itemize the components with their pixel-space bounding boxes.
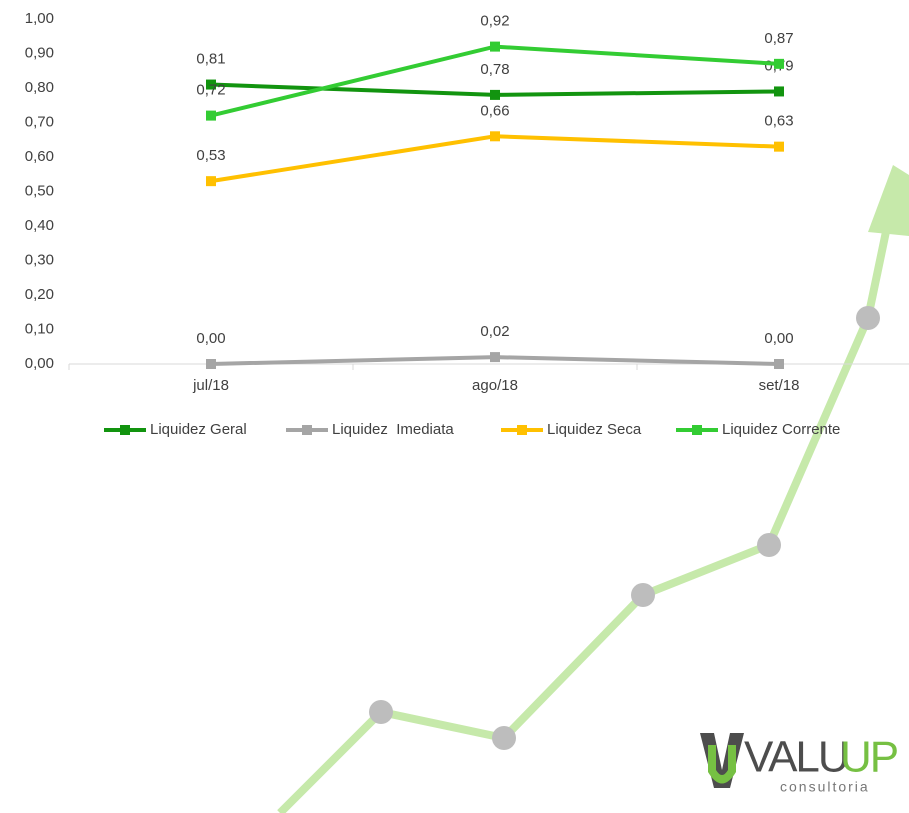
y-tick-label: 0,20 bbox=[25, 286, 54, 303]
legend-label: Liquidez Imediata bbox=[332, 421, 454, 438]
series-line bbox=[211, 136, 779, 181]
point-marker bbox=[774, 86, 784, 96]
logo-tagline: consultoria bbox=[780, 779, 870, 795]
legend-marker bbox=[120, 425, 130, 435]
x-tick-label: ago/18 bbox=[472, 377, 518, 394]
y-tick-label: 0,10 bbox=[25, 320, 54, 337]
point-marker bbox=[774, 142, 784, 152]
logo: VALU UP consultoria bbox=[700, 733, 898, 795]
y-tick-label: 0,40 bbox=[25, 217, 54, 234]
legend-label: Liquidez Geral bbox=[150, 421, 247, 438]
data-label: 0,72 bbox=[196, 82, 225, 99]
data-label: 0,81 bbox=[196, 51, 225, 68]
logo-name-dark: VALU bbox=[744, 733, 848, 782]
point-marker bbox=[206, 359, 216, 369]
point-marker bbox=[490, 42, 500, 52]
logo-u bbox=[708, 745, 736, 784]
point-marker bbox=[490, 131, 500, 141]
point-marker bbox=[490, 352, 500, 362]
y-tick-label: 0,30 bbox=[25, 251, 54, 268]
point-marker bbox=[206, 176, 216, 186]
logo-name-green: UP bbox=[840, 733, 898, 782]
arrow-dot bbox=[369, 700, 393, 724]
y-tick-label: 0,50 bbox=[25, 182, 54, 199]
arrow-dot bbox=[492, 726, 516, 750]
x-tick-label: jul/18 bbox=[192, 377, 229, 394]
point-marker bbox=[490, 90, 500, 100]
y-tick-label: 0,60 bbox=[25, 148, 54, 165]
y-tick-label: 1,00 bbox=[25, 10, 54, 27]
x-tick-label: set/18 bbox=[759, 377, 800, 394]
arrow-head bbox=[868, 165, 909, 236]
arrow-dot bbox=[856, 306, 880, 330]
data-label: 0,53 bbox=[196, 147, 225, 164]
data-label: 0,66 bbox=[480, 102, 509, 119]
data-label: 0,02 bbox=[480, 323, 509, 340]
y-tick-label: 0,90 bbox=[25, 44, 54, 61]
point-marker bbox=[206, 111, 216, 121]
y-tick-label: 0,00 bbox=[25, 355, 54, 372]
legend-marker bbox=[517, 425, 527, 435]
y-tick-label: 0,80 bbox=[25, 79, 54, 96]
background-arrow bbox=[280, 165, 909, 813]
data-label: 0,00 bbox=[764, 330, 793, 347]
data-label: 0,78 bbox=[480, 61, 509, 78]
data-label: 0,92 bbox=[480, 13, 509, 30]
legend-marker bbox=[302, 425, 312, 435]
page: VALU UP consultoria 0,00 0,10 0,20 0,30 0,40… bbox=[0, 0, 909, 813]
point-marker bbox=[774, 59, 784, 69]
arrow-dot bbox=[631, 583, 655, 607]
legend-label: Liquidez Seca bbox=[547, 421, 642, 438]
point-marker bbox=[774, 359, 784, 369]
data-label: 0,00 bbox=[196, 330, 225, 347]
arrow-line bbox=[280, 222, 888, 813]
legend-marker bbox=[692, 425, 702, 435]
data-label: 0,63 bbox=[764, 113, 793, 130]
legend-label: Liquidez Corrente bbox=[722, 421, 840, 438]
y-tick-label: 0,70 bbox=[25, 113, 54, 130]
chart: 0,00 0,10 0,20 0,30 0,40 0,50 0,60 0,70 0,80 0,90… bbox=[25, 10, 909, 438]
arrow-dot bbox=[757, 533, 781, 557]
data-label: 0,87 bbox=[764, 30, 793, 47]
